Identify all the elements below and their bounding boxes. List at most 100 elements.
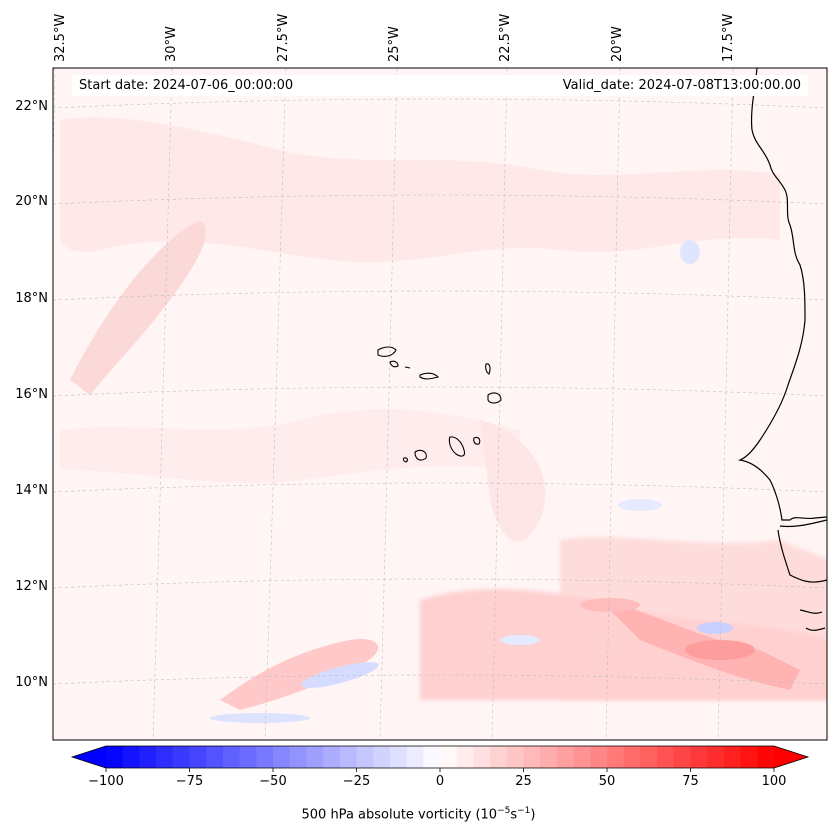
colorbar-tick-label: 100	[761, 774, 787, 789]
lat-label: 14°N	[15, 483, 48, 498]
island-santo-antao	[377, 346, 397, 357]
colorbar-segment	[590, 746, 608, 768]
valid-date-label: Valid_date: 2024-07-08T13:00:00.00	[562, 78, 801, 93]
vorticity-band-south	[420, 589, 827, 700]
gambia-river	[779, 519, 827, 528]
lon-label: 17.5°W	[721, 13, 736, 62]
vorticity-streak-west	[70, 220, 206, 395]
island-santiago	[448, 436, 466, 457]
colorbar-segment	[573, 746, 591, 768]
colorbar-tick-label: 0	[435, 774, 445, 789]
island-santa-luzia	[404, 366, 411, 369]
colorbar-tick-label: 50	[598, 774, 616, 789]
vorticity-core	[580, 598, 640, 612]
map-panel	[53, 68, 827, 740]
map-frame	[52, 67, 828, 741]
colorbar-segment	[156, 746, 174, 768]
colorbar-segment	[640, 746, 658, 768]
colorbar-segment	[206, 746, 224, 768]
colorbar-segment	[256, 746, 274, 768]
colorbar-segment	[490, 746, 508, 768]
colorbar-segment	[306, 746, 324, 768]
colorbar-segment	[657, 746, 675, 768]
island-sao-vicente	[389, 360, 399, 368]
colorbar-extend-max	[774, 746, 808, 768]
negative-vorticity-patch	[697, 622, 733, 634]
bissagos-islands	[799, 609, 826, 631]
negative-vorticity-patch	[301, 662, 379, 688]
island-fogo	[414, 449, 427, 461]
island-maio	[473, 436, 481, 445]
vorticity-field	[60, 117, 827, 723]
colorbar-segment	[506, 746, 524, 768]
vorticity-band-north	[60, 117, 780, 263]
colorbar-segment	[757, 746, 775, 768]
negative-vorticity-patch	[210, 713, 310, 723]
lat-label: 18°N	[15, 291, 48, 306]
coastline	[737, 68, 827, 631]
colorbar-segment	[723, 746, 742, 768]
lat-label: 20°N	[15, 194, 48, 209]
lat-label: 12°N	[15, 579, 48, 594]
colorbar-tick-label: 75	[682, 774, 699, 789]
colorbar-segment	[740, 746, 758, 768]
africa-coastline	[737, 68, 827, 521]
colorbar-segment	[323, 746, 341, 768]
colorbar-segment	[556, 746, 575, 768]
colorbar-segment	[673, 746, 691, 768]
colorbar-segment	[540, 746, 558, 768]
colorbar-segment	[356, 746, 374, 768]
colorbar-segment	[273, 746, 291, 768]
colorbar-tick-label: −50	[259, 774, 287, 789]
negative-vorticity-patch	[680, 240, 700, 264]
guinea-bissau-coast	[777, 529, 827, 583]
lon-label: 25°W	[387, 26, 402, 62]
vorticity-streak-southwest	[220, 639, 379, 710]
colorbar-segment	[440, 746, 458, 768]
colorbar-segment	[423, 746, 441, 768]
colorbar-segment	[406, 746, 424, 768]
colorbar-label: 500 hPa absolute vorticity (10−5s−1)	[301, 806, 536, 823]
lat-label: 22°N	[15, 99, 48, 114]
colorbar-segment	[339, 746, 357, 768]
colorbar-tick-label: −100	[88, 774, 124, 789]
negative-vorticity-patch	[500, 635, 540, 645]
colorbar	[70, 745, 810, 772]
island-boa-vista	[487, 392, 502, 404]
colorbar-segment	[222, 746, 241, 768]
colorbar-segment	[389, 746, 408, 768]
colorbar-segment	[623, 746, 641, 768]
colorbar-segment	[122, 746, 140, 768]
date-header-box	[72, 75, 808, 96]
colorbar-segment	[239, 746, 257, 768]
negative-vorticity-patch	[618, 499, 662, 511]
colorbar-segment	[172, 746, 190, 768]
colorbar-tick-label: −75	[175, 774, 204, 789]
colorbar-segment	[106, 746, 124, 768]
vorticity-patch-center	[480, 420, 546, 542]
lon-label: 30°W	[164, 26, 179, 62]
lon-label: 27.5°W	[276, 13, 291, 62]
vorticity-band-mid	[60, 409, 520, 483]
colorbar-segment	[690, 746, 708, 768]
cape-verde-islands	[377, 346, 502, 463]
lat-label: 10°N	[15, 675, 48, 690]
start-date-label: Start date: 2024-07-06_00:00:00	[79, 78, 294, 93]
lon-label: 22.5°W	[498, 13, 513, 62]
colorbar-segment	[373, 746, 391, 768]
colorbar-segment	[473, 746, 491, 768]
colorbar-segment	[139, 746, 157, 768]
colorbar-segment	[607, 746, 625, 768]
lat-label: 16°N	[15, 387, 48, 402]
lon-label: 32.5°W	[53, 13, 68, 62]
colorbar-segment	[289, 746, 307, 768]
island-brava	[402, 457, 409, 463]
graticule	[53, 68, 827, 740]
colorbar-segment	[189, 746, 207, 768]
colorbar-extend-min	[72, 746, 106, 768]
lon-label: 20°W	[610, 26, 625, 62]
colorbar-segment	[707, 746, 725, 768]
colorbar-tick-label: −25	[342, 774, 371, 789]
island-sao-nicolau	[419, 372, 440, 380]
